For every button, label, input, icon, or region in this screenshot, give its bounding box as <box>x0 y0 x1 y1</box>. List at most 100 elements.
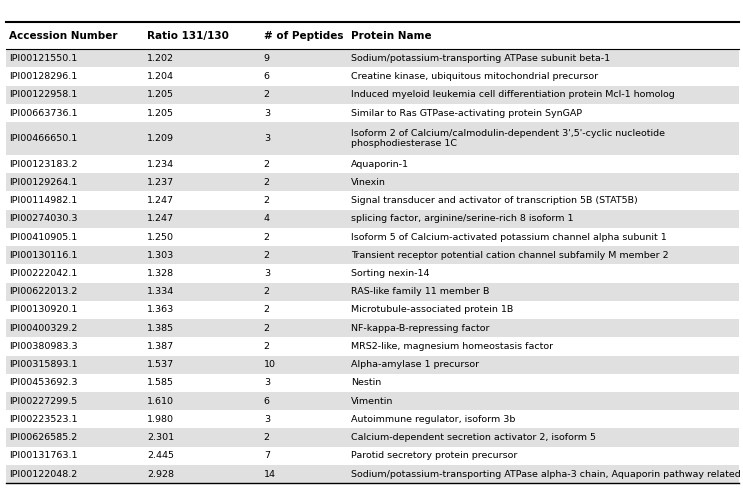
Text: IPI00129264.1: IPI00129264.1 <box>9 178 77 187</box>
Text: 2.445: 2.445 <box>147 451 174 461</box>
Text: IPI00380983.3: IPI00380983.3 <box>9 342 77 351</box>
Bar <box>6 356 739 374</box>
Text: RAS-like family 11 member B: RAS-like family 11 member B <box>351 287 489 296</box>
Text: 1.385: 1.385 <box>147 324 175 333</box>
Text: 2: 2 <box>264 287 270 296</box>
Bar <box>6 173 739 191</box>
Text: 6: 6 <box>264 72 270 81</box>
Text: IPI00227299.5: IPI00227299.5 <box>9 397 77 405</box>
Text: 1.303: 1.303 <box>147 251 175 260</box>
Text: IPI00626585.2: IPI00626585.2 <box>9 433 77 442</box>
Text: 2.928: 2.928 <box>147 469 174 479</box>
Text: 1.247: 1.247 <box>147 215 174 223</box>
Text: 1.237: 1.237 <box>147 178 175 187</box>
Text: IPI00223523.1: IPI00223523.1 <box>9 415 77 424</box>
Text: 9: 9 <box>264 54 270 63</box>
Bar <box>6 49 739 67</box>
Text: 1.387: 1.387 <box>147 342 175 351</box>
Text: IPI00130920.1: IPI00130920.1 <box>9 306 77 314</box>
Text: 1.247: 1.247 <box>147 196 174 205</box>
Text: 2: 2 <box>264 324 270 333</box>
Text: 1.328: 1.328 <box>147 269 175 278</box>
Text: Similar to Ras GTPase-activating protein SynGAP: Similar to Ras GTPase-activating protein… <box>351 109 582 118</box>
Text: Alpha-amylase 1 precursor: Alpha-amylase 1 precursor <box>351 360 478 369</box>
Text: Isoform 5 of Calcium-activated potassium channel alpha subunit 1: Isoform 5 of Calcium-activated potassium… <box>351 233 666 242</box>
Text: 10: 10 <box>264 360 276 369</box>
Text: 2: 2 <box>264 233 270 242</box>
Bar <box>6 282 739 301</box>
Text: 1.363: 1.363 <box>147 306 175 314</box>
Bar <box>6 86 739 104</box>
Text: 2: 2 <box>264 306 270 314</box>
Text: 2: 2 <box>264 178 270 187</box>
Text: 3: 3 <box>264 378 270 387</box>
Text: Sodium/potassium-transporting ATPase subunit beta-1: Sodium/potassium-transporting ATPase sub… <box>351 54 610 63</box>
Text: 3: 3 <box>264 269 270 278</box>
Text: Aquaporin-1: Aquaporin-1 <box>351 159 409 169</box>
Text: 6: 6 <box>264 397 270 405</box>
Text: 1.250: 1.250 <box>147 233 174 242</box>
Text: IPI00274030.3: IPI00274030.3 <box>9 215 77 223</box>
Text: Sodium/potassium-transporting ATPase alpha-3 chain, Aquaporin pathway related: Sodium/potassium-transporting ATPase alp… <box>351 469 741 479</box>
Text: 2: 2 <box>264 251 270 260</box>
Text: IPI00663736.1: IPI00663736.1 <box>9 109 77 118</box>
Text: 1.585: 1.585 <box>147 378 174 387</box>
Text: Nestin: Nestin <box>351 378 381 387</box>
Text: 2: 2 <box>264 90 270 99</box>
Bar <box>6 319 739 338</box>
Text: 7: 7 <box>264 451 270 461</box>
Text: IPI00128296.1: IPI00128296.1 <box>9 72 77 81</box>
Text: IPI00122048.2: IPI00122048.2 <box>9 469 77 479</box>
Text: MRS2-like, magnesium homeostasis factor: MRS2-like, magnesium homeostasis factor <box>351 342 553 351</box>
Text: Creatine kinase, ubiquitous mitochondrial precursor: Creatine kinase, ubiquitous mitochondria… <box>351 72 598 81</box>
Text: 1.610: 1.610 <box>147 397 174 405</box>
Text: Protein Name: Protein Name <box>351 31 432 41</box>
Text: Autoimmune regulator, isoform 3b: Autoimmune regulator, isoform 3b <box>351 415 515 424</box>
Text: Transient receptor potential cation channel subfamily M member 2: Transient receptor potential cation chan… <box>351 251 668 260</box>
Text: IPI00222042.1: IPI00222042.1 <box>9 269 77 278</box>
Text: Ratio 131/130: Ratio 131/130 <box>147 31 229 41</box>
Text: 1.205: 1.205 <box>147 109 174 118</box>
Text: 1.209: 1.209 <box>147 134 174 143</box>
Text: 1.234: 1.234 <box>147 159 175 169</box>
Text: 14: 14 <box>264 469 276 479</box>
Text: 1.205: 1.205 <box>147 90 174 99</box>
Text: 3: 3 <box>264 109 270 118</box>
Bar <box>6 392 739 410</box>
Text: IPI00466650.1: IPI00466650.1 <box>9 134 77 143</box>
Bar <box>6 210 739 228</box>
Text: 1.537: 1.537 <box>147 360 175 369</box>
Text: 2: 2 <box>264 159 270 169</box>
Text: Accession Number: Accession Number <box>9 31 117 41</box>
Text: 1.202: 1.202 <box>147 54 174 63</box>
Text: splicing factor, arginine/serine-rich 8 isoform 1: splicing factor, arginine/serine-rich 8 … <box>351 215 573 223</box>
Text: 2.301: 2.301 <box>147 433 175 442</box>
Text: Vinexin: Vinexin <box>351 178 386 187</box>
Text: IPI00622013.2: IPI00622013.2 <box>9 287 77 296</box>
Text: 1.980: 1.980 <box>147 415 174 424</box>
Bar <box>6 246 739 264</box>
Text: Signal transducer and activator of transcription 5B (STAT5B): Signal transducer and activator of trans… <box>351 196 637 205</box>
Text: IPI00315893.1: IPI00315893.1 <box>9 360 77 369</box>
Text: 2: 2 <box>264 433 270 442</box>
Text: IPI00131763.1: IPI00131763.1 <box>9 451 77 461</box>
Text: IPI00123183.2: IPI00123183.2 <box>9 159 77 169</box>
Text: 3: 3 <box>264 134 270 143</box>
Bar <box>6 429 739 447</box>
Text: 4: 4 <box>264 215 270 223</box>
Text: 2: 2 <box>264 342 270 351</box>
Text: IPI00122958.1: IPI00122958.1 <box>9 90 77 99</box>
Text: NF-kappa-B-repressing factor: NF-kappa-B-repressing factor <box>351 324 489 333</box>
Text: IPI00410905.1: IPI00410905.1 <box>9 233 77 242</box>
Text: Isoform 2 of Calcium/calmodulin-dependent 3',5'-cyclic nucleotide
phosphodiester: Isoform 2 of Calcium/calmodulin-dependen… <box>351 129 665 149</box>
Text: IPI00121550.1: IPI00121550.1 <box>9 54 77 63</box>
Text: IPI00453692.3: IPI00453692.3 <box>9 378 77 387</box>
Text: 1.204: 1.204 <box>147 72 174 81</box>
Bar <box>6 122 739 155</box>
Text: Sorting nexin-14: Sorting nexin-14 <box>351 269 429 278</box>
Text: 1.334: 1.334 <box>147 287 175 296</box>
Text: # of Peptides: # of Peptides <box>264 31 343 41</box>
Text: Induced myeloid leukemia cell differentiation protein Mcl-1 homolog: Induced myeloid leukemia cell differenti… <box>351 90 675 99</box>
Bar <box>6 465 739 483</box>
Text: Vimentin: Vimentin <box>351 397 393 405</box>
